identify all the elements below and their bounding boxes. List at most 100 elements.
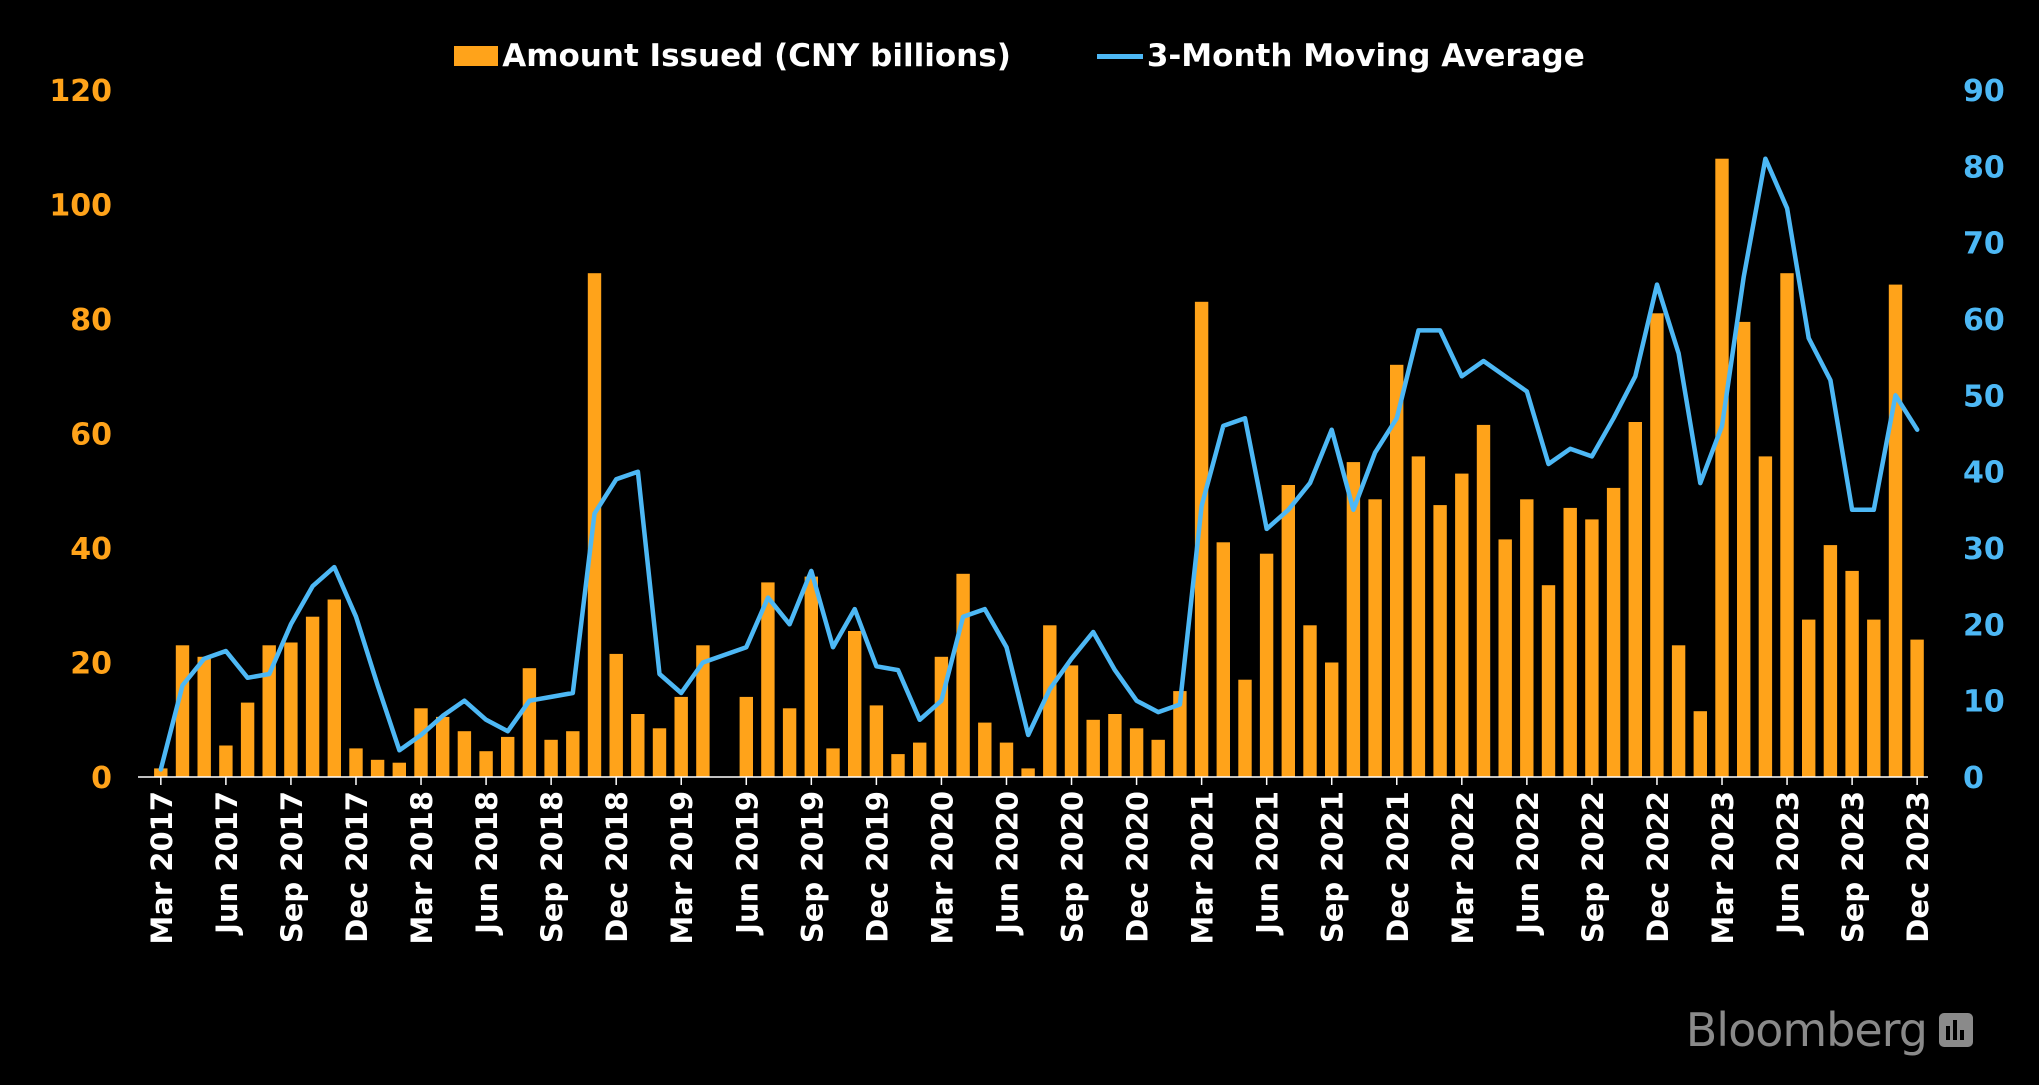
x-tick-label: Dec 2018 (600, 791, 634, 943)
bar (479, 751, 493, 777)
y-left-tick-label: 40 (70, 532, 112, 567)
bar (566, 731, 580, 777)
x-tick-label: Dec 2023 (1901, 791, 1935, 943)
x-tick-label: Mar 2021 (1186, 791, 1220, 945)
bar (1563, 507, 1577, 777)
y-left-tick-label: 80 (70, 303, 112, 338)
bar (804, 576, 818, 777)
bar (1498, 539, 1512, 777)
bar (1108, 714, 1122, 777)
bar (1259, 553, 1274, 777)
x-tick-label: Jun 2023 (1771, 791, 1805, 936)
bar (1758, 456, 1773, 777)
bar (891, 754, 905, 777)
x-tick-label: Sep 2020 (1056, 791, 1090, 943)
bar (913, 742, 927, 777)
bar (631, 714, 645, 777)
bar (1867, 619, 1881, 777)
y-left-tick-label: 120 (49, 74, 112, 109)
bar (1238, 679, 1252, 777)
x-tick-label: Dec 2017 (340, 791, 374, 943)
x-tick-label: Dec 2019 (860, 791, 894, 943)
bar (1281, 485, 1295, 777)
bar (436, 716, 450, 777)
bar (1064, 665, 1079, 777)
legend: Amount Issued (CNY billions) 3-Month Mov… (0, 38, 2039, 74)
bar (869, 705, 884, 777)
bar (1216, 542, 1230, 777)
x-tick-label: Jun 2022 (1511, 791, 1545, 936)
bar (284, 642, 298, 777)
bar (197, 656, 211, 777)
bar (1129, 728, 1144, 777)
bar (782, 708, 797, 777)
bar (1021, 768, 1035, 777)
x-tick-label: Jun 2017 (210, 791, 244, 936)
bar (739, 696, 753, 777)
x-tick-label: Mar 2019 (665, 791, 699, 945)
y-right-tick-label: 10 (1963, 685, 2005, 720)
legend-swatch-bar (454, 46, 499, 66)
y-right-tick-label: 0 (1963, 761, 1984, 796)
bar (240, 702, 255, 777)
bar (1715, 158, 1729, 777)
bar (349, 748, 363, 777)
bar (370, 759, 385, 777)
bar (1585, 519, 1599, 777)
y-right-tick-label: 40 (1963, 456, 2005, 491)
y-right-tick-label: 30 (1963, 532, 2005, 567)
bar (1910, 639, 1924, 777)
x-tick-label: Dec 2022 (1641, 791, 1675, 943)
bar (522, 668, 537, 777)
y-left-tick-label: 60 (70, 418, 112, 453)
bar (414, 708, 428, 777)
bar (1411, 456, 1426, 777)
bar (262, 645, 276, 777)
bar (457, 731, 472, 777)
bar (392, 762, 406, 777)
x-tick-label: Sep 2017 (275, 791, 309, 943)
y-left-tick-label: 20 (70, 647, 112, 682)
y-left-tick-label: 0 (91, 761, 112, 796)
bar (305, 616, 320, 777)
bar (978, 722, 992, 777)
bar (1325, 662, 1339, 777)
brand-name: Bloomberg (1685, 1003, 1928, 1057)
x-tick-label: Jun 2020 (991, 791, 1025, 936)
y-right-tick-label: 80 (1963, 150, 2005, 185)
bar (826, 748, 840, 777)
x-tick-label: Sep 2023 (1836, 791, 1870, 943)
x-tick-label: Sep 2019 (795, 791, 829, 943)
bar (1606, 487, 1621, 777)
legend-label-bars: Amount Issued (CNY billions) (502, 38, 1011, 74)
bar (1823, 545, 1838, 777)
bar (1194, 301, 1209, 777)
legend-label-line: 3-Month Moving Average (1146, 38, 1585, 74)
bar (1476, 424, 1491, 777)
x-tick-label: Jun 2018 (470, 791, 504, 936)
bar (956, 573, 970, 777)
bar (1455, 473, 1469, 777)
legend-item-bars[interactable]: Amount Issued (CNY billions) (454, 38, 1011, 74)
bar (1737, 321, 1751, 777)
bar (674, 696, 688, 777)
bar (1346, 462, 1361, 777)
bar (154, 768, 168, 777)
x-tick-label: Jun 2019 (730, 791, 764, 936)
moving-average-line (158, 156, 1920, 772)
x-tick-label: Mar 2023 (1706, 791, 1740, 945)
x-tick-label: Mar 2017 (145, 791, 179, 945)
brand-logo: Bloomberg (1686, 1003, 1973, 1057)
bar (1520, 499, 1534, 777)
bar (1433, 505, 1447, 777)
x-tick-label: Sep 2021 (1316, 791, 1350, 943)
bar (1650, 313, 1664, 777)
bar (544, 739, 558, 777)
bar (1845, 570, 1859, 777)
x-tick-label: Dec 2020 (1121, 791, 1155, 943)
bar (652, 728, 667, 777)
bar (1628, 422, 1642, 777)
bar (1173, 691, 1187, 777)
x-tick-label: Sep 2018 (535, 791, 569, 943)
legend-item-line[interactable]: 3-Month Moving Average (1096, 38, 1585, 74)
